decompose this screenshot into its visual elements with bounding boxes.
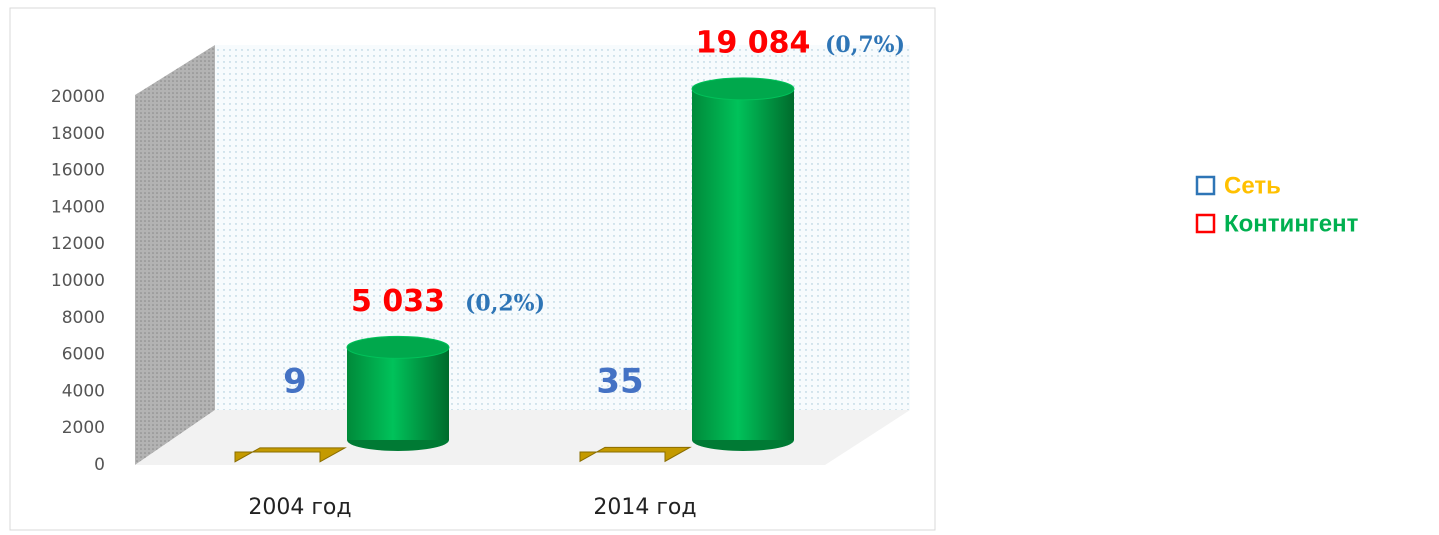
data-label: 9 <box>283 362 307 402</box>
y-tick-label: 4000 <box>62 381 105 401</box>
y-tick-label: 12000 <box>51 234 105 254</box>
legend-marker <box>1195 213 1216 234</box>
annotation: (0,7%) <box>825 32 905 58</box>
y-tick-label: 2000 <box>62 418 105 438</box>
bar <box>692 88 794 440</box>
bar <box>234 447 347 463</box>
y-tick-label: 16000 <box>51 161 105 181</box>
legend-label: Контингент <box>1224 210 1359 237</box>
y-tick-label: 10000 <box>51 271 105 291</box>
y-tick-label: 14000 <box>51 197 105 217</box>
y-tick-label: 0 <box>94 455 105 475</box>
bar <box>579 446 692 463</box>
bar-top <box>691 77 795 101</box>
annotation: (0,2%) <box>465 290 545 316</box>
data-label: 19 084 <box>696 25 811 60</box>
y-tick-label: 8000 <box>62 308 105 328</box>
legend-label: Сеть <box>1224 172 1281 199</box>
side-wall <box>135 45 215 465</box>
data-label: 5 033 <box>351 284 445 319</box>
x-tick-label: 2014 год <box>593 495 696 520</box>
y-tick-label: 20000 <box>51 87 105 107</box>
back-wall <box>215 45 910 410</box>
data-label: 35 <box>596 362 643 402</box>
x-tick-label: 2004 год <box>248 495 351 520</box>
y-tick-label: 6000 <box>62 345 105 365</box>
y-tick-label: 18000 <box>51 124 105 144</box>
bar-top <box>346 335 450 359</box>
bar <box>347 347 449 440</box>
legend-marker <box>1195 175 1216 196</box>
